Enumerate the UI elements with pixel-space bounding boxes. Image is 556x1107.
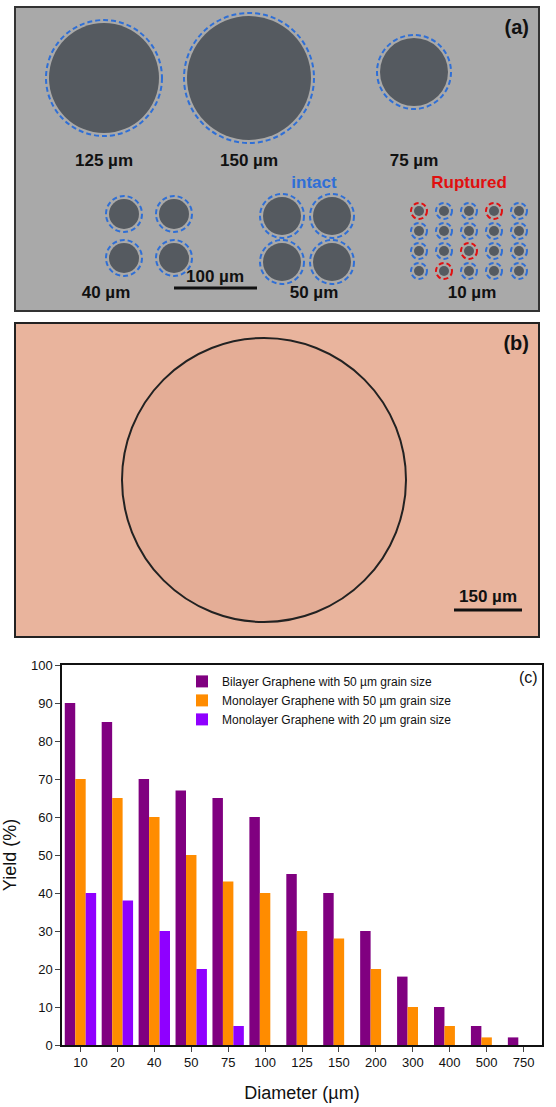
svg-text:150: 150 — [328, 1055, 350, 1070]
svg-text:75 µm: 75 µm — [390, 151, 439, 170]
svg-text:100: 100 — [31, 658, 53, 673]
svg-text:intact: intact — [291, 173, 337, 192]
svg-text:500: 500 — [476, 1055, 498, 1070]
svg-text:10: 10 — [38, 1000, 52, 1015]
svg-text:(a): (a) — [505, 16, 529, 38]
svg-text:Ruptured: Ruptured — [431, 173, 507, 192]
svg-text:60: 60 — [38, 810, 52, 825]
svg-text:100: 100 — [254, 1055, 276, 1070]
svg-text:50: 50 — [38, 848, 52, 863]
svg-text:40: 40 — [147, 1055, 161, 1070]
svg-text:150 µm: 150 µm — [459, 587, 517, 606]
svg-text:90: 90 — [38, 696, 52, 711]
svg-text:200: 200 — [365, 1055, 387, 1070]
svg-text:50 µm: 50 µm — [290, 283, 339, 302]
svg-text:400: 400 — [439, 1055, 461, 1070]
svg-text:Diameter (µm): Diameter (µm) — [244, 1083, 359, 1103]
svg-text:50: 50 — [184, 1055, 198, 1070]
svg-text:Monolayer Graphene with 50 µm: Monolayer Graphene with 50 µm grain size — [222, 694, 451, 708]
svg-text:125: 125 — [291, 1055, 313, 1070]
svg-text:0: 0 — [45, 1038, 52, 1053]
svg-text:40 µm: 40 µm — [82, 283, 131, 302]
svg-text:10: 10 — [73, 1055, 87, 1070]
svg-text:Bilayer Graphene with 50 µm gr: Bilayer Graphene with 50 µm grain size — [222, 675, 432, 689]
svg-text:150 µm: 150 µm — [220, 151, 278, 170]
svg-text:10 µm: 10 µm — [448, 283, 497, 302]
svg-text:30: 30 — [38, 924, 52, 939]
svg-text:125 µm: 125 µm — [75, 151, 133, 170]
svg-text:20: 20 — [110, 1055, 124, 1070]
svg-text:Monolayer Graphene with 20 µm: Monolayer Graphene with 20 µm grain size — [222, 713, 451, 727]
svg-text:20: 20 — [38, 962, 52, 977]
svg-text:70: 70 — [38, 772, 52, 787]
svg-text:75: 75 — [221, 1055, 235, 1070]
svg-text:40: 40 — [38, 886, 52, 901]
svg-text:(b): (b) — [503, 332, 529, 354]
svg-text:100 µm: 100 µm — [186, 267, 244, 286]
svg-text:750: 750 — [513, 1055, 535, 1070]
svg-text:80: 80 — [38, 734, 52, 749]
svg-text:300: 300 — [402, 1055, 424, 1070]
svg-text:Yield (%): Yield (%) — [0, 819, 20, 891]
svg-text:(c): (c) — [519, 669, 538, 686]
